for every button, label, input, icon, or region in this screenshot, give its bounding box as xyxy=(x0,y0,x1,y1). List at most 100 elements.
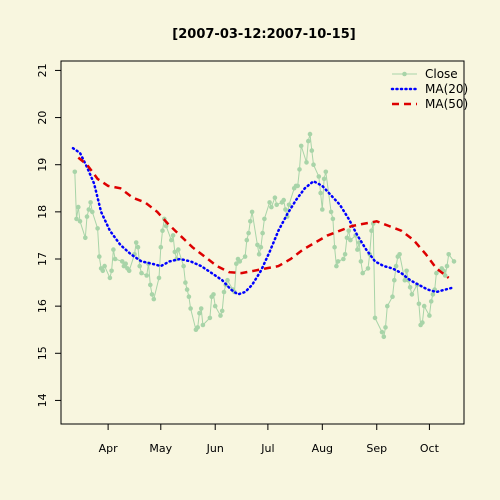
close-point xyxy=(321,176,327,182)
close-point xyxy=(72,169,78,175)
close-point xyxy=(355,247,360,252)
close-point xyxy=(421,303,427,309)
close-point xyxy=(318,190,323,196)
close-point xyxy=(328,209,334,215)
close-point xyxy=(119,259,125,264)
close-point xyxy=(420,320,425,325)
close-point xyxy=(427,313,432,318)
close-point xyxy=(170,233,176,238)
legend-label: MA(50) xyxy=(425,97,468,111)
close-point xyxy=(88,200,93,205)
close-point xyxy=(307,131,313,137)
x-tick-label: Jun xyxy=(206,442,224,455)
close-point xyxy=(248,219,253,224)
y-tick-label: 15 xyxy=(36,346,49,360)
close-point xyxy=(416,301,422,307)
close-point xyxy=(304,160,309,165)
close-point xyxy=(430,292,436,297)
close-point xyxy=(404,268,409,274)
y-tick-label: 17 xyxy=(36,252,49,266)
legend-point xyxy=(402,71,407,77)
close-point xyxy=(390,294,395,300)
close-point xyxy=(249,209,255,215)
close-point xyxy=(316,174,322,179)
close-point xyxy=(269,204,274,210)
legend-label: Close xyxy=(425,67,458,81)
close-point xyxy=(221,289,227,295)
close-point xyxy=(272,195,278,200)
close-point xyxy=(109,268,114,274)
close-point xyxy=(90,209,95,215)
x-tick-label: Apr xyxy=(99,442,119,455)
x-tick-label: Jul xyxy=(260,442,274,455)
close-point xyxy=(262,216,267,222)
close-point xyxy=(126,268,132,274)
y-tick-label: 14 xyxy=(36,393,49,407)
series-ma-20- xyxy=(71,146,456,296)
close-point xyxy=(237,259,243,264)
series-line xyxy=(71,146,456,296)
close-point xyxy=(393,263,399,269)
close-point xyxy=(169,237,174,243)
close-point xyxy=(151,296,157,302)
close-point xyxy=(311,162,316,167)
close-point xyxy=(392,277,397,283)
close-point xyxy=(246,230,251,236)
close-point xyxy=(442,273,448,278)
close-point xyxy=(446,252,452,257)
close-point xyxy=(369,228,374,233)
x-tick-label: Sep xyxy=(366,442,387,455)
x-axis: Apr May Jun Jul Aug Sep Oct xyxy=(99,424,440,455)
close-point xyxy=(344,235,350,241)
close-point xyxy=(195,325,200,330)
series-line xyxy=(77,156,450,279)
y-tick-label: 20 xyxy=(36,111,49,125)
close-point xyxy=(160,228,165,233)
close-point xyxy=(379,329,385,335)
close-point xyxy=(385,303,390,309)
close-point xyxy=(444,263,450,269)
y-tick-label: 18 xyxy=(36,205,49,219)
close-point xyxy=(123,261,128,267)
close-point xyxy=(335,259,341,264)
close-point xyxy=(133,240,139,245)
close-point xyxy=(148,282,153,288)
close-point xyxy=(144,273,149,278)
close-point xyxy=(77,219,83,224)
close-point xyxy=(297,167,302,172)
close-point xyxy=(256,252,262,257)
close-point xyxy=(342,252,348,257)
y-tick-label: 16 xyxy=(36,299,49,313)
close-point xyxy=(86,207,92,212)
close-point xyxy=(181,263,186,269)
close-point xyxy=(107,275,113,281)
close-point xyxy=(135,244,141,250)
close-point xyxy=(242,254,248,259)
close-point xyxy=(74,216,79,222)
close-point xyxy=(306,138,311,144)
close-point xyxy=(402,277,408,283)
close-point xyxy=(112,256,118,262)
close-point xyxy=(255,242,260,248)
close-point xyxy=(286,202,292,208)
close-point xyxy=(360,270,366,276)
y-axis: 14 15 16 17 18 19 20 21 xyxy=(36,63,61,407)
close-point xyxy=(258,244,264,250)
close-point xyxy=(383,325,388,330)
close-point xyxy=(102,263,107,269)
plot-frame xyxy=(60,60,465,425)
close-point xyxy=(183,280,188,285)
close-point xyxy=(197,310,202,316)
series-layer xyxy=(71,131,457,340)
y-tick-label: 21 xyxy=(36,63,49,77)
close-point xyxy=(163,223,169,229)
close-point xyxy=(330,216,336,222)
close-point xyxy=(211,292,216,297)
close-point xyxy=(451,259,457,264)
close-point xyxy=(260,230,265,236)
close-point xyxy=(225,277,230,283)
close-point xyxy=(186,294,192,300)
close-point xyxy=(158,244,164,250)
